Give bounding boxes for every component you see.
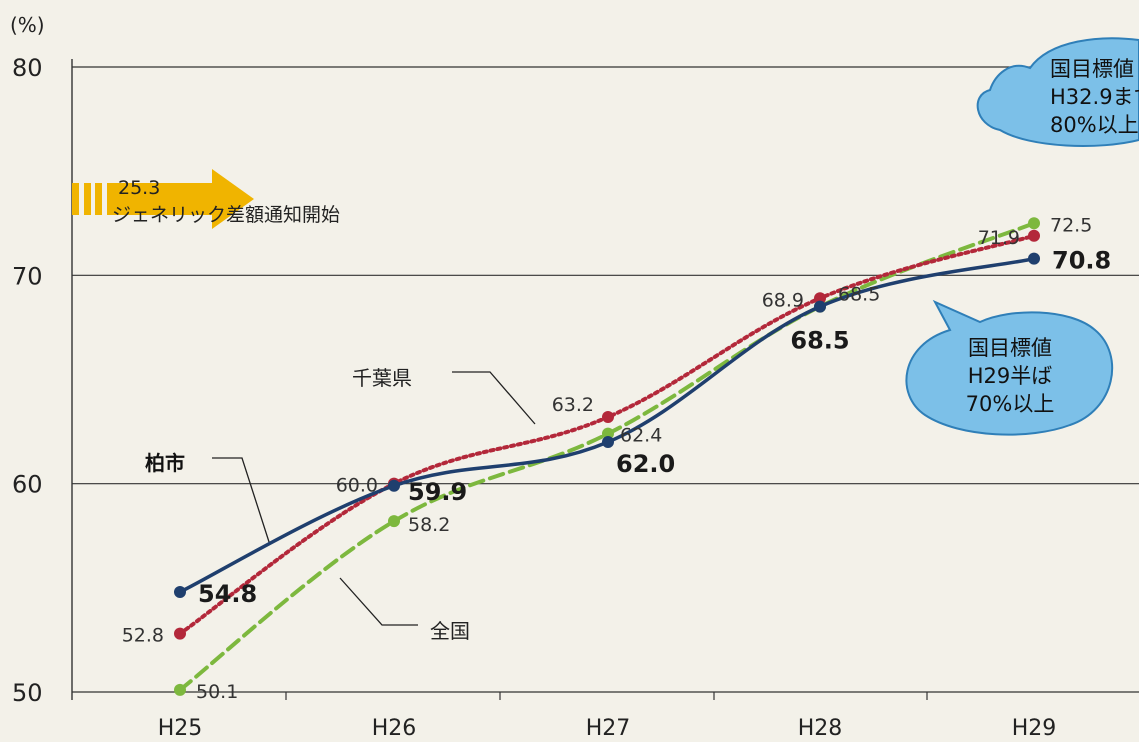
y-tick-label-70: 70 (12, 262, 43, 290)
data-label-s1-0: 52.8 (122, 625, 164, 647)
data-label-s1-3: 68.9 (762, 289, 804, 311)
legend-leader-national (339, 577, 418, 626)
data-label-s0-4: 70.8 (1052, 247, 1111, 275)
target-mid-line-0: 国目標値 (968, 336, 1052, 360)
data-label-s2-3: 68.5 (838, 284, 880, 306)
arrow-label-date: 25.3 (118, 177, 160, 199)
arrow-stripe (72, 183, 79, 215)
axes: 50 60 70 80 (%) H25 H26 H27 H28 H29 (10, 13, 1056, 741)
legend-label-city: 柏市 (145, 451, 185, 475)
target-mid-line-1: H29半ば (968, 364, 1053, 388)
data-point-s2-0 (174, 683, 186, 696)
legend-leader-city (212, 457, 271, 546)
target-top-line-0: 国目標値 (1050, 57, 1134, 81)
legend-label-national: 全国 (430, 619, 470, 643)
series-group: 54.8 59.9 62.0 68.5 70.8 52.8 60.0 63.2 68.9 71.9… (122, 214, 1112, 703)
arrow-stripe (95, 183, 102, 215)
data-point-s0-0 (174, 586, 186, 598)
data-label-s2-1: 58.2 (408, 514, 450, 536)
series-line-0 (178, 256, 1036, 594)
data-point-s2-4 (1028, 217, 1040, 230)
data-label-s1-4: 71.9 (978, 227, 1020, 249)
annotations: 25.3ジェネリック差額通知開始国目標値H32.9まで80%以上国目標値H29半… (72, 37, 1139, 643)
data-label-s0-3: 68.5 (790, 327, 849, 355)
data-point-s0-2 (602, 436, 614, 448)
arrow-stripe (84, 183, 91, 215)
data-point-s1-0 (174, 627, 186, 640)
data-point-s0-4 (1028, 252, 1040, 265)
arrow-shape (107, 169, 254, 229)
y-axis-unit-label: (%) (10, 13, 45, 37)
y-tick-label-60: 60 (12, 471, 43, 499)
data-point-s2-2 (602, 427, 614, 440)
x-tick-label-H29: H29 (1012, 716, 1057, 741)
data-point-s0-3 (814, 300, 826, 313)
data-label-s0-2: 62.0 (616, 450, 675, 478)
data-label-s2-0: 50.1 (196, 681, 238, 703)
data-point-s1-3 (814, 292, 826, 305)
legend-label-prefecture: 千葉県 (352, 366, 412, 390)
x-tick-label-H25: H25 (158, 716, 203, 741)
data-point-s1-2 (602, 411, 614, 423)
y-tick-label-50: 50 (12, 679, 43, 707)
series-line-2 (178, 221, 1036, 692)
data-label-s2-4: 72.5 (1050, 214, 1092, 236)
data-label-s1-1: 60.0 (336, 475, 378, 497)
legend-leader-prefecture (452, 371, 536, 425)
x-tick-label-H26: H26 (372, 716, 417, 741)
data-label-s0-1: 59.9 (408, 478, 467, 506)
target-top-line-2: 80%以上 (1050, 113, 1139, 137)
data-label-s0-0: 54.8 (198, 580, 257, 608)
target-top-line-1: H32.9まで (1050, 85, 1139, 109)
target-bubble-mid (905, 299, 1114, 436)
data-label-s1-2: 63.2 (552, 394, 594, 416)
data-label-s2-2: 62.4 (620, 425, 662, 447)
data-point-s0-1 (388, 479, 400, 492)
target-bubble-top (976, 37, 1139, 147)
x-tick-label-H27: H27 (586, 716, 631, 741)
arrow-label-text: ジェネリック差額通知開始 (112, 204, 340, 226)
x-tick-label-H28: H28 (798, 716, 843, 741)
y-tick-label-80: 80 (12, 54, 43, 82)
data-point-s1-4 (1028, 229, 1040, 242)
data-point-s2-1 (388, 515, 400, 528)
target-mid-line-2: 70%以上 (966, 392, 1055, 416)
